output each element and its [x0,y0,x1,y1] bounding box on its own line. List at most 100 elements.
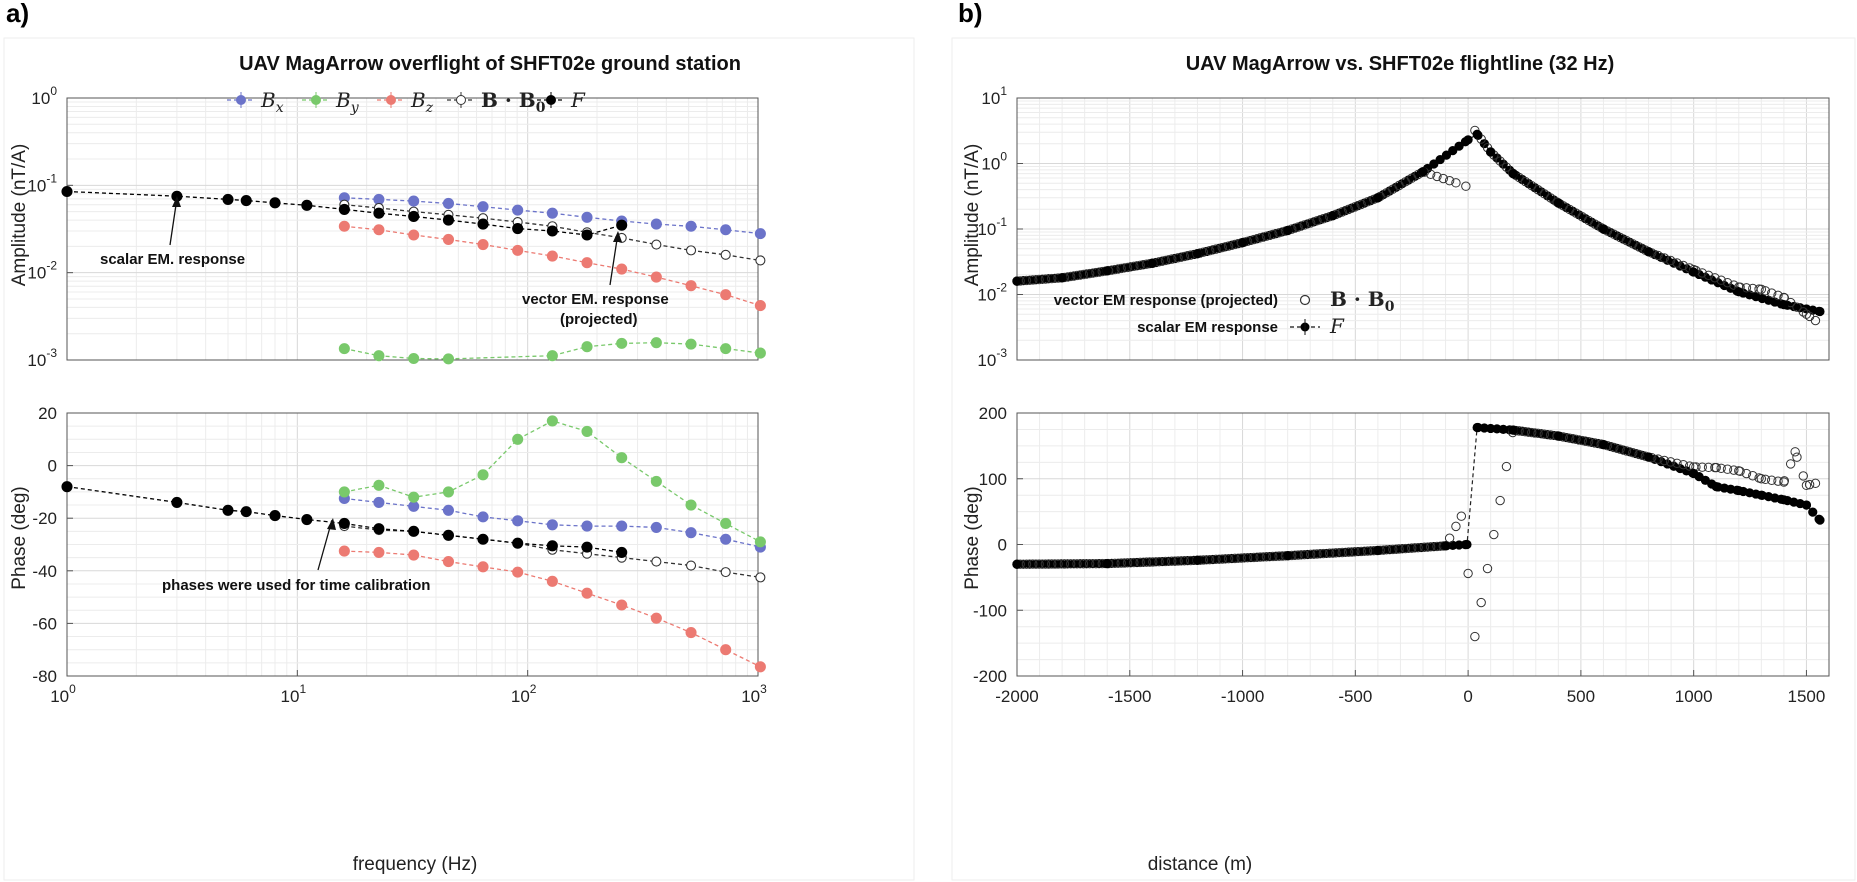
data-point-Bz [512,244,524,256]
data-point-B·B0 [1324,548,1335,558]
y-tick-label: 200 [979,404,1007,423]
data-point-Bz [512,566,524,578]
data-point-Bx [477,511,489,523]
data-point-B·B0 [1767,475,1777,485]
data-point-B·B0 [1760,474,1771,485]
left-xlabel: frequency (Hz) [353,854,478,875]
data-point-B·B0 [1268,551,1278,562]
data-point-B·B0 [1261,552,1272,562]
y-tick-base: 10 [977,351,996,370]
data-point-B·B0 [1798,471,1808,481]
left-amp-ylabel: Amplitude (nT/A) [9,144,30,287]
legend-marker-F [546,95,556,105]
data-point-Bz [373,224,385,236]
data-point-F [1808,507,1818,517]
data-point-B·B0 [1091,558,1101,569]
data-point-Bz [581,587,593,599]
data-point-B·B0 [1413,542,1423,553]
x-tick-label: 100 [50,682,76,706]
data-point-By [650,475,662,487]
x-tick-base: 10 [281,687,300,706]
data-point-B·B0 [1084,268,1095,279]
x-tick-label: 1500 [1788,687,1826,706]
data-point-By [754,536,766,548]
data-point-B·B0 [1798,307,1808,317]
data-point-B·B0 [1040,274,1051,284]
y-tick-exponent: -3 [46,346,57,360]
data-point-F [477,218,489,230]
y-tick-label: 0 [48,457,57,476]
data-point-F [616,546,628,558]
annotation-vector-arrowhead [613,231,622,242]
data-point-By [546,350,558,362]
annotation-scalar-arrowhead [172,196,181,207]
data-point-B·B0 [1425,542,1436,552]
y-tick-label: 10-1 [977,215,1007,239]
data-point-Bz [685,280,697,292]
data-point-F [546,540,558,552]
data-point-B·B0 [1394,544,1404,554]
y-tick-label: 10-2 [977,281,1007,305]
legend-scalar-label: scalar EM response [1137,319,1278,336]
series-line-By [344,342,761,360]
data-point-B·B0 [1065,559,1076,569]
data-point-By [616,452,628,464]
data-point-F [1037,559,1047,569]
annotation-phases-text: phases were used for time calibration [162,577,430,594]
data-point-F [1062,559,1073,569]
data-point-Bx [754,228,766,240]
x-tick-label: 102 [511,682,537,706]
data-point-B·B0 [1792,452,1802,462]
data-point-B·B0 [1135,557,1145,568]
data-point-B·B0 [1116,263,1126,274]
x-tick-exponent: 1 [299,682,306,696]
data-point-F [1462,539,1472,550]
data-point-Bz [754,661,766,673]
data-point-B·B0 [1047,273,1057,284]
data-point-Bx [408,500,420,512]
data-point-B·B0 [1160,556,1171,567]
legend-label-Bx: Bx [260,88,284,116]
x-tick-label: 101 [281,682,307,706]
y-tick-exponent: 1 [1000,84,1007,98]
data-point-B·B0 [1407,543,1417,553]
legend-subscript: x [276,100,284,116]
legend-subscript: y [350,100,360,116]
data-point-F [1373,193,1383,203]
data-point-B·B0 [1242,553,1253,563]
data-point-F [1598,224,1609,234]
data-point-F [301,513,313,526]
data-point-B·B0 [1501,162,1512,172]
data-point-B·B0 [1362,197,1373,207]
legend-symbol: B [410,88,426,112]
data-point-B·B0 [1084,558,1095,569]
legend-symbol: B [335,88,351,112]
data-point-Bx [720,533,732,545]
x-tick-label: -1000 [1221,687,1264,706]
y-tick-exponent: 0 [50,84,57,98]
data-point-B·B0 [1748,471,1758,481]
data-point-B·B0 [1337,207,1347,217]
data-point-B·B0 [1609,442,1619,453]
data-point-Bz [754,300,766,312]
data-point-B·B0 [1741,283,1752,293]
data-point-F [61,481,73,493]
data-point-B·B0 [1419,542,1430,552]
data-point-F [1088,559,1098,569]
data-point-B·B0 [1665,457,1676,467]
data-point-Bz [408,549,420,561]
data-point-Bz [581,257,593,269]
data-point-B·B0 [1362,546,1373,556]
data-point-B·B0 [1299,220,1310,230]
x-tick-exponent: 0 [69,682,76,696]
data-point-By [546,415,558,427]
data-point-By [754,347,766,359]
data-point-F [1102,266,1112,276]
data-point-Bz [408,229,420,241]
data-point-B·B0 [1564,433,1575,443]
data-point-B·B0 [1274,228,1284,238]
data-point-B·B0 [1583,437,1594,447]
data-point-Bz [685,627,697,639]
data-point-B·B0 [1722,277,1733,288]
